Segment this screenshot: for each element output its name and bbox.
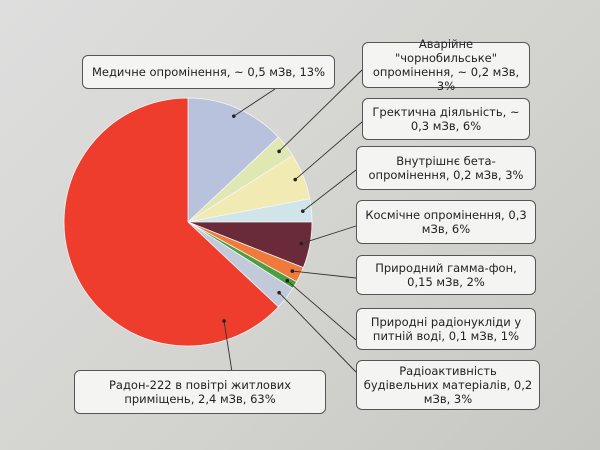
leader-dot (290, 269, 295, 273)
callout-label: Внутрішнє бета-опромінення, 0,2 мЗв, 3% (356, 146, 536, 190)
leader-line (278, 292, 357, 373)
callout-label: Аварійне "чорнобильське" опромінення, ~ … (362, 37, 530, 93)
leader-dot (285, 278, 290, 283)
leader-line (302, 169, 357, 212)
leader-dot (277, 290, 281, 295)
leader-line (301, 225, 357, 245)
leader-dot (277, 149, 281, 154)
pie-slice (187, 97, 279, 223)
leader-line (294, 121, 363, 180)
pie-slice (63, 97, 279, 347)
leader-dot (293, 177, 298, 182)
leader-line (278, 69, 363, 152)
leader-dot (299, 241, 304, 246)
callout-label: Природний гамма-фон, 0,15 мЗв, 2% (356, 255, 536, 295)
leader-line (292, 270, 357, 279)
leader-dot (222, 319, 226, 323)
leader-line (233, 88, 276, 117)
callout-label: Космічне опромінення, 0,3 мЗв, 6% (356, 200, 536, 244)
leader-line (223, 320, 233, 373)
callout-label: Медичне опромінення, ~ 0,5 мЗв, 13% (82, 55, 335, 89)
callout-label: Радіоактивність будівельних матеріалів, … (356, 360, 540, 410)
leader-dot (301, 209, 305, 213)
callout-label: Радон-222 в повітрі житлових приміщень, … (74, 370, 326, 414)
callout-label: Гректична діяльність, ~ 0,3 мЗв, 6% (362, 98, 530, 140)
callout-label: Природні радіонукліди у питній воді, 0,1… (356, 308, 536, 350)
leader-line (286, 280, 357, 341)
leader-dot (231, 114, 236, 118)
